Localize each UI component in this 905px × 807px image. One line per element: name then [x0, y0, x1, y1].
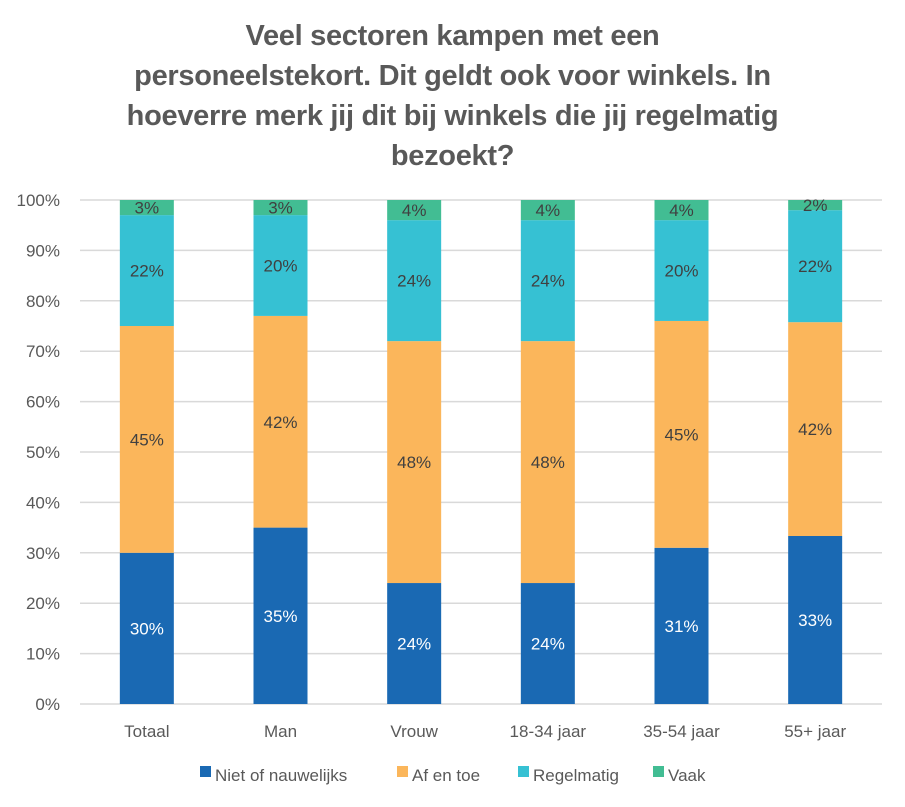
- legend-swatch: [653, 766, 664, 777]
- data-label: 42%: [263, 413, 297, 432]
- data-label: 4%: [402, 201, 427, 220]
- x-axis: Totaal Man Vrouw 18-34 jaar 35-54 jaar 55+ ja…: [124, 722, 846, 741]
- x-tick-label: 18-34 jaar: [510, 722, 587, 741]
- bar-segment: [654, 547, 709, 704]
- x-tick-label: Man: [264, 722, 297, 741]
- y-tick-label: 10%: [26, 645, 60, 664]
- bars: 30%45%22%3%35%42%20%3%24%48%24%4%24%48%2…: [119, 196, 843, 704]
- bar-segment: [654, 200, 709, 221]
- data-label: 42%: [798, 420, 832, 439]
- y-axis: 0% 10% 20% 30% 40% 50% 60% 70% 80% 90% 100%: [17, 191, 60, 714]
- y-tick-label: 0%: [35, 695, 60, 714]
- chart-title-line: personeelstekort. Dit geldt ook voor win…: [134, 60, 771, 92]
- data-label: 48%: [397, 453, 431, 472]
- bar-stack: 31% 45% 20% 4%: [654, 200, 709, 704]
- y-tick-label: 80%: [26, 292, 60, 311]
- data-label: 45%: [664, 425, 698, 444]
- data-label: 45%: [130, 430, 164, 449]
- bar-segment: [654, 320, 709, 548]
- legend-swatch: [518, 766, 529, 777]
- chart-title-line: bezoekt?: [390, 140, 515, 172]
- bar-segment: [253, 200, 308, 216]
- y-tick-label: 20%: [26, 594, 60, 613]
- bar-segment: [387, 341, 442, 584]
- bar-stack: 24% 48% 24% 4%: [387, 200, 442, 704]
- y-tick-label: 40%: [26, 493, 60, 512]
- data-label: 3%: [135, 199, 160, 218]
- x-tick-label: 55+ jaar: [784, 722, 846, 741]
- y-tick-label: 90%: [26, 241, 60, 260]
- data-label: 4%: [536, 201, 561, 220]
- bar-stack: 35% 42% 20% 3%: [253, 199, 308, 704]
- bar-segment: [520, 341, 575, 584]
- chart-title-line: hoeverre merk jij dit bij winkels die ji…: [126, 100, 779, 132]
- bar-segment: [387, 220, 442, 342]
- y-tick-label: 50%: [26, 443, 60, 462]
- data-label: 24%: [531, 272, 565, 291]
- chart-title-line: Veel sectoren kampen met een: [245, 20, 660, 52]
- bar-stack: 30% 45% 22% 3%: [119, 199, 174, 704]
- bar-segment: [788, 200, 843, 211]
- legend-item: Niet of nauwelijks: [200, 766, 347, 785]
- bar-segment: [119, 326, 174, 553]
- bar-stack: 24% 48% 24% 4%: [520, 200, 575, 704]
- data-label: 2%: [803, 196, 828, 215]
- legend-label: Vaak: [668, 766, 706, 785]
- data-label: 20%: [263, 257, 297, 276]
- data-label: 20%: [664, 262, 698, 281]
- legend-label: Af en toe: [412, 766, 480, 785]
- data-label: 30%: [130, 619, 164, 638]
- bar-segment: [253, 527, 308, 704]
- data-label: 22%: [130, 262, 164, 281]
- gridlines: [80, 199, 882, 705]
- legend-label: Niet of nauwelijks: [215, 766, 347, 785]
- chart-title: Veel sectoren kampen met een personeelst…: [60, 16, 845, 176]
- data-label: 31%: [664, 617, 698, 636]
- data-label: 24%: [397, 635, 431, 654]
- bar-segment: [788, 210, 843, 323]
- legend-item: Regelmatig: [518, 766, 619, 785]
- legend: Niet of nauwelijks Af en toe Regelmatig Vaa…: [200, 766, 706, 785]
- bar-segment: [387, 583, 442, 704]
- data-label: 24%: [397, 272, 431, 291]
- bar-segment: [119, 200, 174, 216]
- bar-segment: [119, 552, 174, 704]
- bar-segment: [119, 215, 174, 326]
- legend-item: Af en toe: [397, 766, 480, 785]
- bar-segment: [520, 200, 575, 221]
- bar-segment: [253, 315, 308, 528]
- x-tick-label: 35-54 jaar: [643, 722, 720, 741]
- data-label: 4%: [669, 201, 694, 220]
- x-tick-label: Vrouw: [390, 722, 438, 741]
- bar-segment: [387, 200, 442, 221]
- y-tick-label: 70%: [26, 342, 60, 361]
- data-label: 24%: [531, 635, 565, 654]
- y-tick-label: 30%: [26, 544, 60, 563]
- data-label: 48%: [531, 453, 565, 472]
- bar-segment: [520, 220, 575, 342]
- bar-stack: 33% 42% 22% 2%: [788, 196, 843, 704]
- legend-item: Vaak: [653, 766, 706, 785]
- data-label: 3%: [268, 199, 293, 218]
- data-label: 35%: [263, 607, 297, 626]
- bar-segment: [253, 215, 308, 316]
- y-tick-label: 60%: [26, 393, 60, 412]
- legend-swatch: [200, 766, 211, 777]
- x-tick-label: Totaal: [124, 722, 169, 741]
- legend-label: Regelmatig: [533, 766, 619, 785]
- data-label: 33%: [798, 611, 832, 630]
- bar-segment: [654, 220, 709, 321]
- bar-segment: [788, 536, 843, 704]
- data-label: 22%: [798, 257, 832, 276]
- y-tick-label: 100%: [17, 191, 60, 210]
- bar-segment: [788, 322, 843, 536]
- legend-swatch: [397, 766, 408, 777]
- bar-segment: [520, 583, 575, 704]
